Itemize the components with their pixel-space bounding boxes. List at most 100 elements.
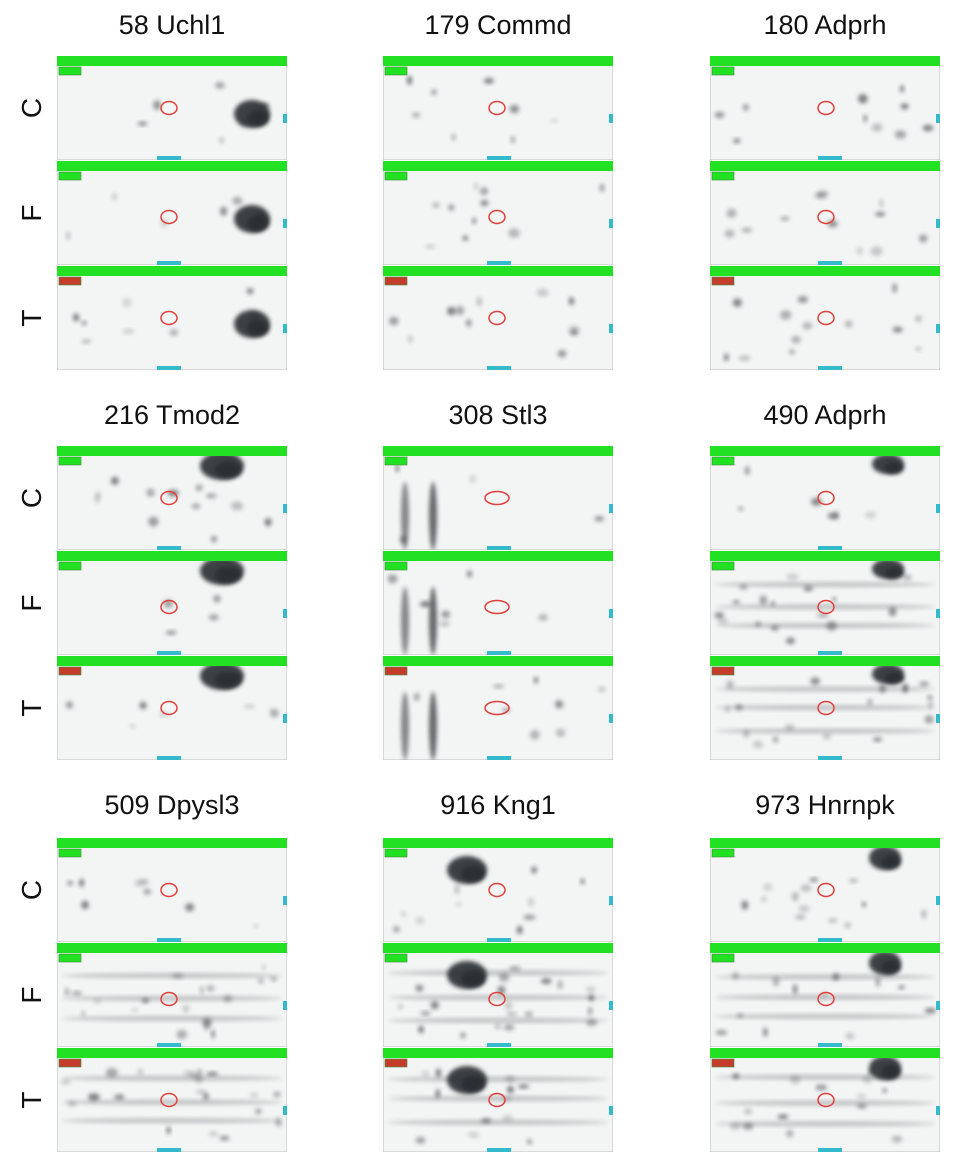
- y-marker: [283, 896, 287, 905]
- y-marker: [936, 324, 940, 333]
- x-marker: [818, 156, 842, 160]
- spot-outline: [488, 100, 506, 116]
- x-marker: [157, 366, 181, 370]
- gel-panel-c: [710, 446, 940, 550]
- toolbar-tag: [711, 1058, 735, 1068]
- row-label-t: T: [16, 309, 47, 327]
- spot-outline: [817, 1092, 835, 1108]
- toolbar-tag: [58, 666, 82, 676]
- toolbar-tag: [58, 456, 82, 466]
- toolbar-tag: [58, 561, 82, 571]
- group-title: 179 Commd: [424, 10, 572, 40]
- y-marker: [283, 1106, 287, 1115]
- toolbar-tag: [58, 171, 82, 181]
- y-marker: [936, 1106, 940, 1115]
- toolbar-bar: [710, 943, 940, 953]
- x-marker: [818, 938, 842, 942]
- toolbar-bar: [383, 656, 613, 666]
- toolbar-bar: [383, 838, 613, 848]
- row-label-c: C: [16, 97, 47, 119]
- x-marker: [818, 546, 842, 550]
- spot-outline: [817, 599, 835, 615]
- row-label-t: T: [16, 699, 47, 717]
- x-marker: [157, 261, 181, 265]
- toolbar-bar: [383, 446, 613, 456]
- gel-panel-f: [383, 161, 613, 265]
- gel-panel-f: [57, 943, 287, 1047]
- toolbar-bar: [57, 551, 287, 561]
- x-marker: [487, 366, 511, 370]
- gel-panel-t: [57, 1048, 287, 1152]
- toolbar-tag: [711, 171, 735, 181]
- x-marker: [818, 651, 842, 655]
- toolbar-tag: [58, 848, 82, 858]
- spot-outline: [817, 882, 835, 898]
- toolbar-tag: [711, 953, 735, 963]
- toolbar-tag: [384, 171, 408, 181]
- y-marker: [936, 114, 940, 123]
- y-marker: [283, 714, 287, 723]
- y-marker: [936, 1001, 940, 1010]
- gel-panel-c: [383, 838, 613, 942]
- toolbar-bar: [57, 656, 287, 666]
- toolbar-bar: [710, 1048, 940, 1058]
- toolbar-tag: [384, 456, 408, 466]
- spot-outline: [484, 700, 510, 716]
- toolbar-bar: [383, 551, 613, 561]
- toolbar-bar: [57, 161, 287, 171]
- toolbar-bar: [710, 161, 940, 171]
- x-marker: [157, 938, 181, 942]
- toolbar-tag: [711, 561, 735, 571]
- toolbar-bar: [710, 551, 940, 561]
- gel-panel-t: [710, 656, 940, 760]
- gel-panel-c: [57, 838, 287, 942]
- toolbar-tag: [384, 666, 408, 676]
- x-marker: [487, 938, 511, 942]
- toolbar-tag: [384, 66, 408, 76]
- x-marker: [818, 261, 842, 265]
- toolbar-bar: [57, 56, 287, 66]
- toolbar-tag: [58, 66, 82, 76]
- x-marker: [487, 261, 511, 265]
- spot-outline: [484, 490, 510, 506]
- y-marker: [283, 504, 287, 513]
- toolbar-tag: [711, 666, 735, 676]
- spot-outline: [817, 490, 835, 506]
- y-marker: [609, 714, 613, 723]
- x-marker: [487, 1148, 511, 1152]
- y-marker: [283, 324, 287, 333]
- x-marker: [157, 156, 181, 160]
- toolbar-tag: [384, 953, 408, 963]
- gel-panel-f: [710, 551, 940, 655]
- spot-outline: [488, 991, 506, 1007]
- row-label-f: F: [16, 594, 47, 612]
- y-marker: [283, 609, 287, 618]
- gel-panel-c: [57, 56, 287, 160]
- toolbar-tag: [711, 66, 735, 76]
- spot-outline: [160, 1092, 178, 1108]
- toolbar-bar: [57, 1048, 287, 1058]
- gel-panel-f: [383, 551, 613, 655]
- toolbar-tag: [711, 848, 735, 858]
- y-marker: [936, 896, 940, 905]
- gel-panel-t: [383, 266, 613, 370]
- toolbar-bar: [383, 161, 613, 171]
- toolbar-tag: [711, 276, 735, 286]
- y-marker: [609, 219, 613, 228]
- group-title: 490 Adprh: [763, 400, 887, 430]
- gel-panel-f: [383, 943, 613, 1047]
- spot-outline: [488, 882, 506, 898]
- y-marker: [609, 114, 613, 123]
- toolbar-bar: [710, 266, 940, 276]
- toolbar-bar: [57, 446, 287, 456]
- spot-outline: [817, 100, 835, 116]
- y-marker: [609, 504, 613, 513]
- y-marker: [283, 114, 287, 123]
- x-marker: [487, 756, 511, 760]
- spot-outline: [160, 882, 178, 898]
- gel-panel-t: [57, 266, 287, 370]
- gel-panel-f: [57, 161, 287, 265]
- x-marker: [157, 1043, 181, 1047]
- gel-panel-c: [383, 446, 613, 550]
- gel-panel-c: [710, 838, 940, 942]
